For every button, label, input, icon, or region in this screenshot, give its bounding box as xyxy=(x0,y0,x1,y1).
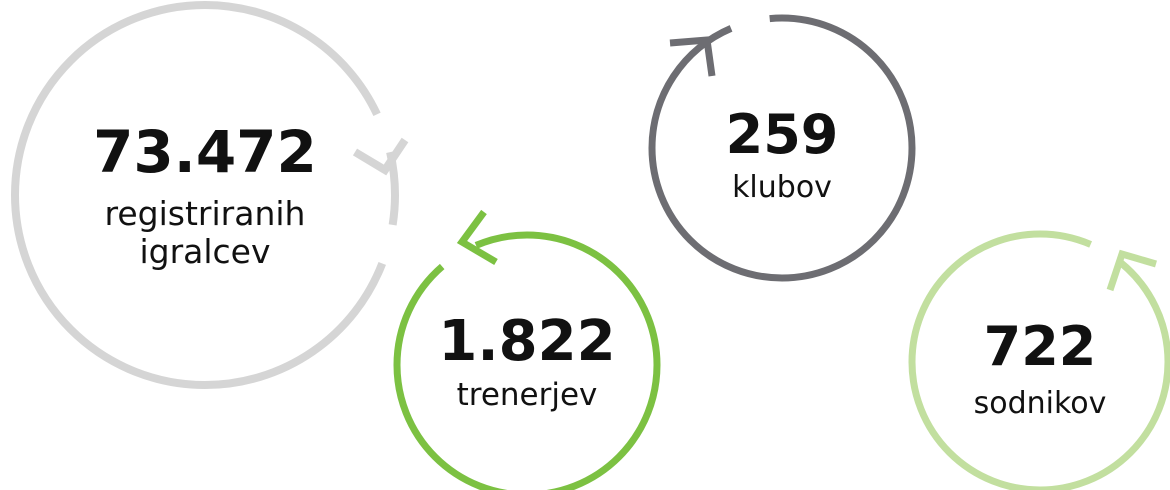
stat-label: klubov xyxy=(732,170,832,205)
stat-label: igralcev xyxy=(139,232,270,271)
stat-value: 259 xyxy=(726,103,839,166)
arrow xyxy=(456,209,498,266)
stat-clubs: 259 klubov xyxy=(648,14,916,282)
arrow xyxy=(1106,249,1157,292)
circle xyxy=(393,231,661,490)
circle xyxy=(908,230,1170,490)
circle xyxy=(648,14,916,282)
stat-label: sodnikov xyxy=(974,386,1107,421)
stat-value: 73.472 xyxy=(93,118,317,186)
stat-value: 1.822 xyxy=(438,309,615,374)
stat-label: registriranih xyxy=(105,194,306,233)
arrow xyxy=(669,36,716,77)
stat-label: trenerjev xyxy=(457,377,598,413)
stat-value: 722 xyxy=(984,315,1097,378)
arrow xyxy=(352,137,409,176)
stat-referees: 722 sodnikov xyxy=(908,230,1170,490)
stat-players: 73.472 registriranih igralcev xyxy=(11,1,409,389)
circle xyxy=(11,1,399,389)
stat-coaches: 1.822 trenerjev xyxy=(393,209,661,490)
